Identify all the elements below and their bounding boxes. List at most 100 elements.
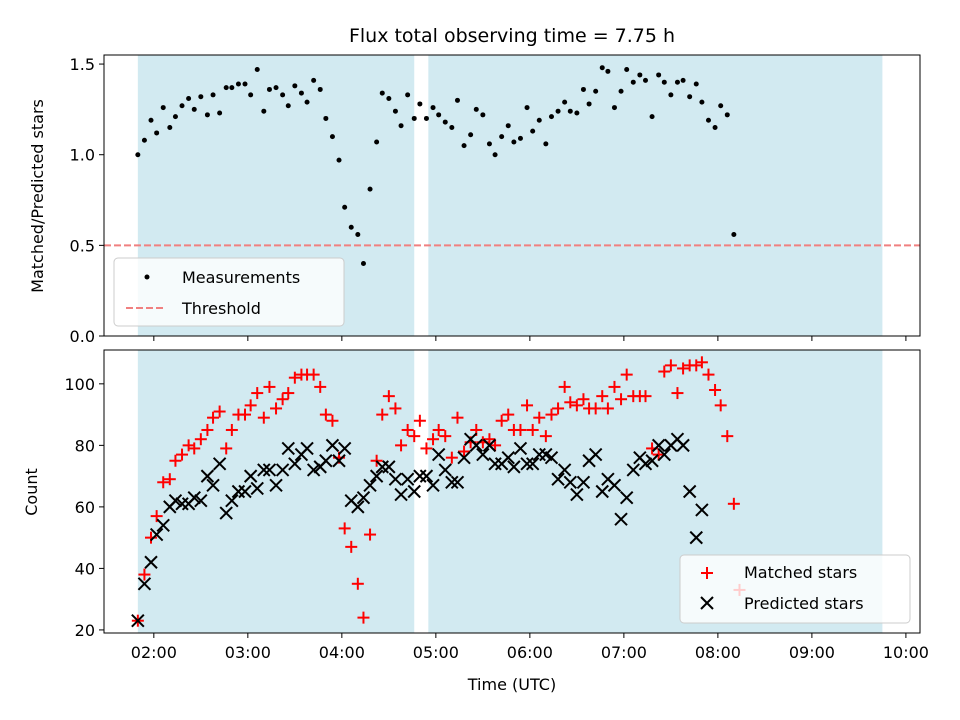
matched-star-point <box>169 454 182 467</box>
predicted-star-point <box>281 441 295 456</box>
matched-star-point <box>439 430 452 443</box>
predicted-star-point <box>144 555 158 569</box>
measurement-point <box>637 72 643 78</box>
predicted-star-point <box>400 472 415 486</box>
measurement-point <box>292 83 298 89</box>
measurement-point <box>524 105 530 111</box>
measurement-point <box>712 125 718 131</box>
measurement-point <box>724 112 730 118</box>
measurement-point <box>405 92 411 98</box>
x-stroke <box>607 478 622 493</box>
x-stroke <box>676 438 690 453</box>
measurement-point <box>449 125 455 131</box>
matched-star-point <box>201 423 214 436</box>
measurement-point <box>630 79 636 85</box>
y-tick-label: 0.5 <box>70 236 95 255</box>
matched-star-point <box>727 497 740 510</box>
matched-star-point <box>244 399 257 412</box>
matched-star-point <box>677 362 690 375</box>
x-stroke <box>532 447 546 462</box>
predicted-star-point <box>588 447 603 462</box>
measurement-point <box>718 103 724 109</box>
measurement-point <box>261 108 267 114</box>
x-stroke <box>363 478 377 493</box>
legend-measurements-marker <box>144 274 150 280</box>
legend-threshold-label: Threshold <box>181 299 261 318</box>
matched-star-point <box>721 430 734 443</box>
predicted-star-point <box>570 487 584 502</box>
x-stroke <box>194 494 208 508</box>
measurement-point <box>586 101 592 107</box>
predicted-star-point <box>482 438 497 453</box>
measurement-point <box>374 139 380 145</box>
predicted-star-point <box>557 463 572 477</box>
measurement-point <box>699 99 705 105</box>
predicted-star-point <box>657 447 672 462</box>
matched-star-point <box>533 411 546 424</box>
matched-star-point <box>282 387 295 400</box>
measurement-point <box>430 105 436 111</box>
predicted-star-point <box>513 441 528 456</box>
y-tick-label: 0.0 <box>70 327 95 346</box>
matched-star-point <box>188 442 201 455</box>
x-stroke <box>520 457 534 471</box>
predicted-star-point <box>457 450 471 465</box>
matched-star-point <box>163 473 176 486</box>
predicted-star-point <box>187 490 201 505</box>
matched-star-point <box>357 611 370 624</box>
predicted-star-point <box>445 475 459 489</box>
x-stroke <box>168 494 183 508</box>
x-stroke <box>351 500 365 514</box>
x-stroke <box>281 441 295 456</box>
predicted-star-point <box>137 577 152 591</box>
x-stroke <box>689 530 703 545</box>
x-stroke <box>344 494 358 508</box>
matched-star-point <box>314 380 327 393</box>
observing-window <box>428 55 883 336</box>
predicted-star-point <box>544 450 559 465</box>
measurement-point <box>179 103 185 109</box>
matched-star-point <box>382 390 395 403</box>
measurement-point <box>580 86 586 92</box>
x-stroke <box>300 441 314 456</box>
predicted-star-point <box>269 478 283 493</box>
x-stroke <box>457 450 471 465</box>
measurement-point <box>367 186 373 192</box>
measurement-point <box>574 110 580 116</box>
measurement-point <box>248 92 254 98</box>
x-stroke <box>332 454 346 468</box>
matched-star-point <box>451 411 464 424</box>
predicted-star-point <box>576 475 591 489</box>
measurement-point <box>536 117 542 123</box>
predicted-star-point <box>243 469 258 483</box>
predicted-star-point <box>469 438 483 453</box>
measurement-point <box>204 112 210 118</box>
legend-predicted-label: Predicted stars <box>744 594 864 613</box>
matched-star-point <box>521 399 534 412</box>
matched-star-point <box>307 368 320 381</box>
measurement-point <box>731 231 737 237</box>
x-stroke <box>337 441 352 456</box>
predicted-star-point <box>394 487 408 502</box>
matched-star-point <box>608 380 621 393</box>
measurement-point <box>680 77 686 83</box>
matched-star-point <box>207 411 220 424</box>
x-tick-label: 06:00 <box>507 643 553 662</box>
measurement-points <box>135 65 737 266</box>
matched-star-point <box>502 408 515 421</box>
x-tick-label: 05:00 <box>413 643 459 662</box>
x-stroke <box>356 490 371 505</box>
measurement-point <box>304 99 310 105</box>
x-stroke <box>438 463 452 477</box>
measurement-point <box>229 85 235 91</box>
measurement-point <box>468 132 474 138</box>
matched-star-point <box>702 368 715 381</box>
x-stroke <box>576 475 591 489</box>
x-stroke <box>269 478 283 493</box>
predicted-star-point <box>532 447 546 462</box>
measurement-point <box>511 139 517 145</box>
predicted-star-point <box>595 484 609 499</box>
measurement-point <box>642 77 648 83</box>
measurement-point <box>687 94 693 100</box>
matched-star-point <box>539 430 552 443</box>
